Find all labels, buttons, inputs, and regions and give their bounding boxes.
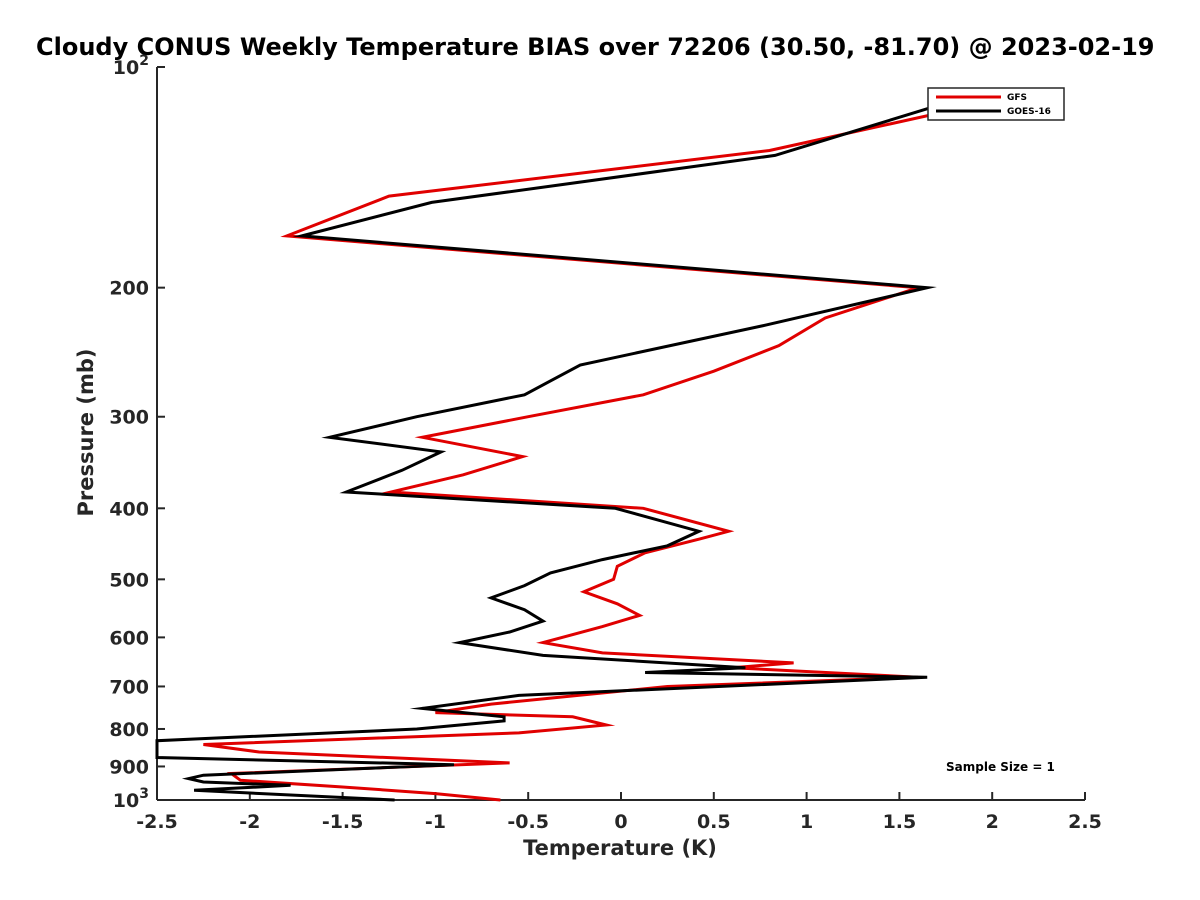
x-tick-label: -2 bbox=[239, 811, 260, 833]
legend: GFS GOES-16 bbox=[927, 87, 1065, 121]
y-tick-label: 200 bbox=[109, 278, 149, 300]
y-tick-label: 102 bbox=[113, 53, 149, 79]
x-tick-label: -0.5 bbox=[507, 811, 549, 833]
x-axis: -2.5 -2 -1.5 -1 -0.5 0 0.5 1 1.5 2 2.5 bbox=[136, 792, 1102, 833]
x-tick-label: -1 bbox=[425, 811, 446, 833]
x-tick-label: -1.5 bbox=[322, 811, 364, 833]
y-tick-label: 800 bbox=[109, 719, 149, 741]
legend-box bbox=[927, 87, 1065, 121]
x-axis-label: Temperature (K) bbox=[523, 836, 717, 860]
x-tick-label: 0.5 bbox=[697, 811, 731, 833]
x-tick-label: 2 bbox=[986, 811, 999, 833]
x-tick-label: 1.5 bbox=[883, 811, 917, 833]
y-axis-label: Pressure (mb) bbox=[74, 349, 98, 517]
y-tick-label: 300 bbox=[109, 407, 149, 429]
x-tick-label: 0 bbox=[614, 811, 627, 833]
chart-title: Cloudy CONUS Weekly Temperature BIAS ove… bbox=[36, 33, 1154, 61]
y-tick-label: 700 bbox=[109, 676, 149, 698]
series-line-goes-16 bbox=[155, 101, 947, 802]
sample-size-annotation: Sample Size = 1 bbox=[946, 760, 1055, 774]
series-layer bbox=[155, 95, 1012, 802]
y-tick-label: 103 bbox=[113, 786, 149, 812]
y-tick-label: 400 bbox=[109, 498, 149, 520]
y-tick-label: 600 bbox=[109, 627, 149, 649]
y-tick-label: 500 bbox=[109, 569, 149, 591]
legend-label: GOES-16 bbox=[1007, 107, 1051, 117]
legend-label: GFS bbox=[1007, 93, 1027, 103]
y-axis: 102 200 300 400 500 600 700 800 900 103 bbox=[109, 53, 165, 812]
x-tick-label: 2.5 bbox=[1068, 811, 1102, 833]
series-line-gfs bbox=[203, 95, 1012, 802]
x-tick-label: 1 bbox=[800, 811, 813, 833]
x-tick-label: -2.5 bbox=[136, 811, 178, 833]
y-tick-label: 900 bbox=[109, 756, 149, 778]
